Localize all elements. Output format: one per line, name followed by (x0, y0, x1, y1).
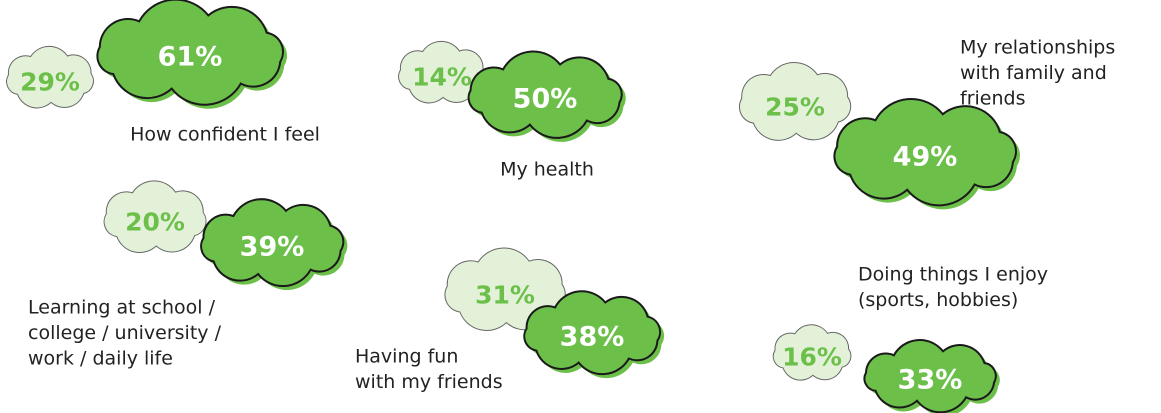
item-label: work / daily life (28, 348, 173, 370)
big-cloud (833, 98, 1017, 207)
item-label: with family and (960, 62, 1107, 84)
small-value: 14% (412, 63, 472, 92)
small-value: 25% (765, 93, 825, 122)
small-value: 16% (782, 343, 842, 372)
item-label: Having fun (355, 346, 458, 368)
small-cloud (6, 45, 94, 109)
small-value: 20% (125, 208, 185, 237)
big-value: 49% (893, 142, 958, 173)
cloud-item: 20% 39% Learning at school / college / univ… (28, 180, 348, 370)
small-value: 31% (475, 281, 535, 310)
big-cloud (863, 338, 997, 413)
item-label: How confident I feel (130, 124, 320, 146)
big-cloud (96, 0, 285, 106)
small-value: 29% (20, 68, 80, 97)
cloud-item: 25% 49% My relationships with family and fri… (738, 37, 1115, 210)
cloud-item: 31% 38% Having fun with my friends (355, 247, 665, 393)
cloud-item: 16% 33% Doing things I enjoy (sports, hobbi… (772, 264, 1048, 413)
item-label: My health (500, 159, 594, 181)
small-cloud (738, 62, 852, 141)
item-label: Learning at school / (28, 297, 216, 319)
big-value: 39% (240, 232, 305, 263)
big-cloud (467, 50, 623, 139)
cloud-item: 29% 61% How confident I feel (6, 0, 320, 146)
cloud-item: 14% 50% My health (398, 40, 626, 181)
small-cloud (772, 324, 852, 381)
big-value: 38% (560, 322, 625, 353)
big-cloud (200, 198, 345, 287)
item-label: (sports, hobbies) (858, 289, 1018, 311)
big-cloud (523, 290, 662, 376)
item-label: friends (960, 88, 1025, 110)
item-label: college / university / (28, 322, 222, 344)
big-value: 61% (158, 42, 223, 73)
item-label: Doing things I enjoy (858, 264, 1048, 286)
small-cloud (103, 180, 207, 254)
item-label: with my friends (355, 371, 503, 393)
item-label: My relationships (960, 37, 1115, 59)
big-value: 33% (898, 365, 963, 396)
big-value: 50% (513, 84, 578, 115)
